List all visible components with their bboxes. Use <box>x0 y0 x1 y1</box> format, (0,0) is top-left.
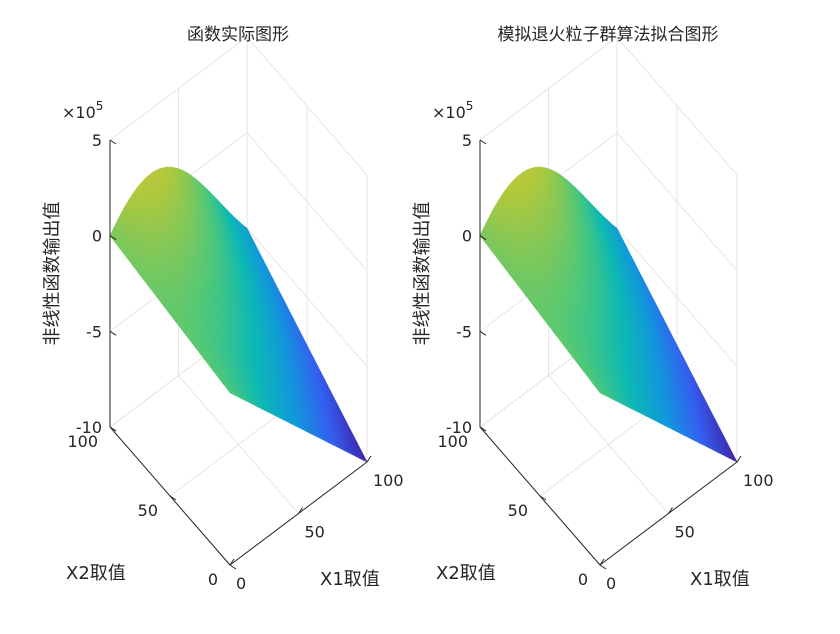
x-tick <box>298 507 303 514</box>
surface-patch <box>596 388 605 395</box>
z-axis-label: 非线性函数输出值 <box>412 202 433 346</box>
z-tick <box>479 330 487 336</box>
z-tick <box>479 426 487 432</box>
x-tick-label: 0 <box>606 574 616 593</box>
x-tick-label: 50 <box>675 523 695 542</box>
z-tick-label: -10 <box>446 418 472 437</box>
z-tick-label: 0 <box>462 227 472 246</box>
z-exponent-value: 5 <box>96 99 104 113</box>
z-tick-label: -5 <box>456 322 472 341</box>
z-tick-label: -5 <box>86 322 102 341</box>
chart-title: 模拟退火粒子群算法拟合图形 <box>498 25 719 45</box>
x-tick <box>366 455 372 463</box>
y-axis-label: X2取值 <box>436 563 496 584</box>
z-exponent-label: ×105 <box>432 99 473 122</box>
chart-title: 函数实际图形 <box>187 25 289 45</box>
z-tick <box>109 139 117 145</box>
grid-line <box>246 36 368 176</box>
y-tick-label: 100 <box>67 432 98 451</box>
y-axis-label: X2取值 <box>66 563 126 584</box>
x-tick <box>229 558 235 566</box>
y-tick-label: 50 <box>508 501 528 520</box>
y-tick-label: 50 <box>138 501 158 520</box>
y-tick-label: 100 <box>437 432 468 451</box>
y-tick <box>169 495 177 501</box>
grid-line <box>109 36 248 141</box>
z-tick <box>109 235 117 241</box>
y-tick-label: 0 <box>578 570 588 589</box>
x-tick-label: 0 <box>236 574 246 593</box>
x-tick-label: 100 <box>743 471 774 490</box>
grid-line <box>246 228 368 367</box>
x-tick-label: 100 <box>373 471 404 490</box>
z-tick-label: 5 <box>92 131 102 150</box>
y-tick <box>599 564 607 570</box>
z-exponent-label: ×105 <box>62 99 103 122</box>
grid-line <box>616 132 738 271</box>
chart-panel-1: 05010005010050-5-10×105X1取值X2取值非线性函数输出值函… <box>42 25 404 593</box>
x-tick <box>736 455 742 463</box>
z-tick-label: 5 <box>462 131 472 150</box>
x-tick-label: 50 <box>305 523 325 542</box>
z-tick <box>479 139 487 145</box>
y-tick <box>229 564 237 570</box>
grid-line <box>479 36 618 141</box>
surface-mesh <box>109 166 368 463</box>
grid-line <box>616 36 738 176</box>
y-tick-label: 0 <box>208 570 218 589</box>
surface-patch <box>226 388 235 395</box>
x-axis-label: X1取值 <box>320 569 380 590</box>
z-tick <box>109 330 117 336</box>
z-tick-label: 0 <box>92 227 102 246</box>
x-tick <box>599 558 605 566</box>
z-axis-label: 非线性函数输出值 <box>42 202 63 346</box>
z-exponent-value: 5 <box>466 99 474 113</box>
x-axis-label: X1取值 <box>690 569 750 590</box>
grid-line <box>616 228 738 367</box>
x-tick <box>668 507 673 514</box>
z-tick-label: -10 <box>76 418 102 437</box>
z-tick <box>109 426 117 432</box>
chart-panel-2: 05010005010050-5-10×105X1取值X2取值非线性函数输出值模… <box>412 25 774 593</box>
z-tick <box>479 235 487 241</box>
grid-line <box>246 132 368 271</box>
surface-mesh <box>479 166 738 463</box>
y-tick <box>539 495 547 501</box>
